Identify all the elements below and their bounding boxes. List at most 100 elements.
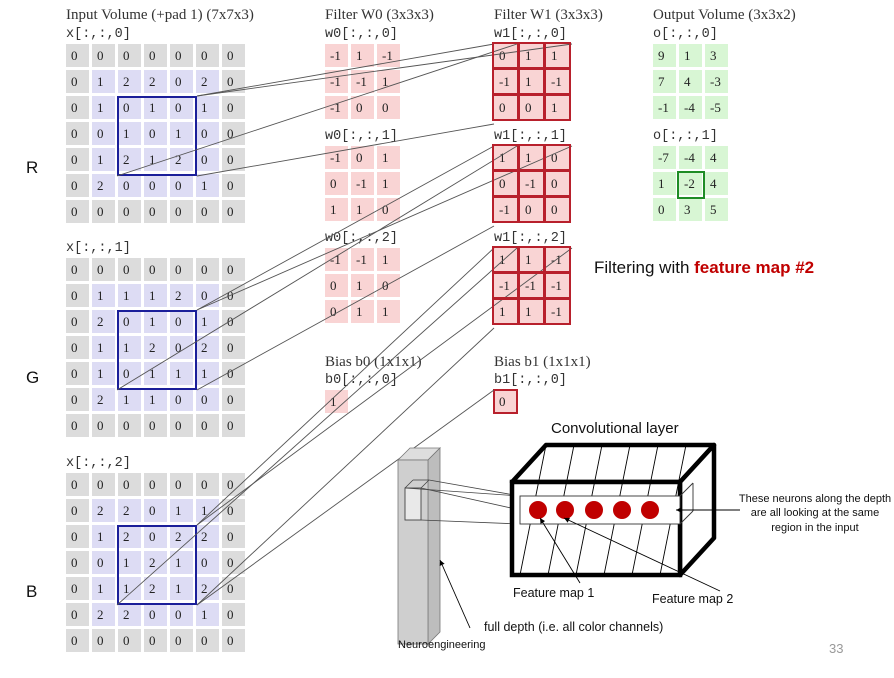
grid-cell: 1: [170, 122, 193, 145]
grid-cell: 0: [196, 44, 219, 67]
channel-label-g: G: [26, 368, 40, 387]
conv-layer-title: Convolutional layer: [551, 420, 679, 437]
grid-cell: 1: [196, 96, 219, 119]
grid-cell: 1: [653, 172, 676, 195]
grid-cell: 0: [494, 96, 517, 119]
grid-cell: -1: [546, 274, 569, 297]
w1-cell-outline: [492, 196, 519, 223]
grid-cell: 1: [377, 248, 400, 271]
grid-cell: 2: [118, 499, 141, 522]
grid-cell: 0: [196, 551, 219, 574]
w1-cell-outline: [544, 196, 571, 223]
grid-cell: 0: [222, 200, 245, 223]
grid-cell: 0: [66, 414, 89, 437]
input-volume-title: Input Volume (+pad 1) (7x7x3): [66, 7, 254, 23]
grid-cell: 1: [377, 300, 400, 323]
grid-cell: 2: [196, 336, 219, 359]
grid-cell: 0: [377, 274, 400, 297]
grid-cell: 0: [170, 44, 193, 67]
filter-w1-title: Filter W1 (3x3x3): [494, 7, 603, 23]
grid-cell: 0: [196, 629, 219, 652]
receptive-cone: [404, 479, 521, 525]
grid-cell: 0: [144, 200, 167, 223]
grid-cell: 0: [66, 258, 89, 281]
grid-cell: 0: [92, 473, 115, 496]
feature-map-1-label: Feature map 1: [513, 586, 595, 600]
grid-cell: 0: [144, 414, 167, 437]
w1-cell-outline: [492, 298, 519, 325]
grid-cell: -3: [705, 70, 728, 93]
grid-cell: 0: [144, 499, 167, 522]
output-slice-1-grid: -7 -4 4 1 -2 4 0 3 5: [653, 146, 728, 221]
grid-cell: 2: [92, 388, 115, 411]
grid-cell: 0: [325, 300, 348, 323]
grid-cell: 1: [351, 44, 374, 67]
grid-cell: 0: [118, 310, 141, 333]
grid-cell: 0: [170, 70, 193, 93]
filter-w1-slice-label: w1[:,:,0]: [494, 27, 567, 42]
filter-w1-slice-1-grid: 1 1 0 0 -1 0 -1 0 0: [494, 146, 569, 221]
grid-cell: 0: [66, 551, 89, 574]
w1-cell-outline: [544, 170, 571, 197]
grid-cell: -4: [679, 146, 702, 169]
grid-cell: -1: [520, 274, 543, 297]
grid-cell: 1: [546, 44, 569, 67]
grid-cell: 0: [66, 525, 89, 548]
grid-cell: 2: [170, 284, 193, 307]
bias-b1-title: Bias b1 (1x1x1): [494, 354, 591, 370]
grid-cell: 5: [705, 198, 728, 221]
grid-cell: 9: [653, 44, 676, 67]
grid-cell: 1: [494, 146, 517, 169]
grid-cell: 0: [222, 96, 245, 119]
grid-cell: 1: [118, 122, 141, 145]
grid-cell: 0: [377, 96, 400, 119]
grid-cell: 0: [653, 198, 676, 221]
w1-cell-outline: [544, 298, 571, 325]
w1-cell-outline: [492, 144, 519, 171]
grid-cell: 1: [196, 310, 219, 333]
grid-cell: 2: [144, 70, 167, 93]
connection-lines: [116, 43, 573, 606]
heading-prefix: Filtering with: [594, 258, 695, 277]
grid-cell: 0: [170, 603, 193, 626]
grid-cell: 1: [494, 300, 517, 323]
grid-cell: 0: [222, 44, 245, 67]
grid-cell: 0: [66, 499, 89, 522]
grid-cell: 0: [222, 629, 245, 652]
grid-cell: 0: [222, 70, 245, 93]
grid-cell: 1: [144, 362, 167, 385]
grid-cell: 0: [222, 603, 245, 626]
channel-label-b: B: [26, 582, 38, 601]
filter-w1-slice-0-grid: 0 1 1 -1 1 -1 0 0 1: [494, 44, 569, 119]
grid-cell: 0: [196, 388, 219, 411]
input-slice-label: x[:,:,1]: [66, 241, 131, 256]
input-receptive-patch: [404, 487, 422, 521]
grid-cell: 0: [92, 122, 115, 145]
conv-layer-box: [509, 442, 717, 578]
grid-cell: 0: [144, 603, 167, 626]
grid-cell: 2: [92, 174, 115, 197]
grid-cell: 0: [118, 629, 141, 652]
grid-cell: 0: [144, 473, 167, 496]
grid-cell: 0: [66, 362, 89, 385]
grid-cell: 1: [118, 336, 141, 359]
grid-cell: 1: [118, 388, 141, 411]
grid-cell: 1: [92, 148, 115, 171]
grid-cell: 0: [170, 336, 193, 359]
grid-cell: 0: [222, 551, 245, 574]
grid-cell: -1: [494, 70, 517, 93]
grid-cell: -7: [653, 146, 676, 169]
grid-cell: 4: [705, 172, 728, 195]
grid-cell: 3: [705, 44, 728, 67]
grid-cell: -1: [351, 70, 374, 93]
grid-cell: 0: [546, 146, 569, 169]
grid-cell: 0: [118, 96, 141, 119]
neuron-group: [529, 501, 659, 519]
grid-cell: 0: [170, 96, 193, 119]
grid-cell: 1: [520, 146, 543, 169]
grid-cell: 0: [66, 388, 89, 411]
grid-cell: -1: [494, 198, 517, 221]
